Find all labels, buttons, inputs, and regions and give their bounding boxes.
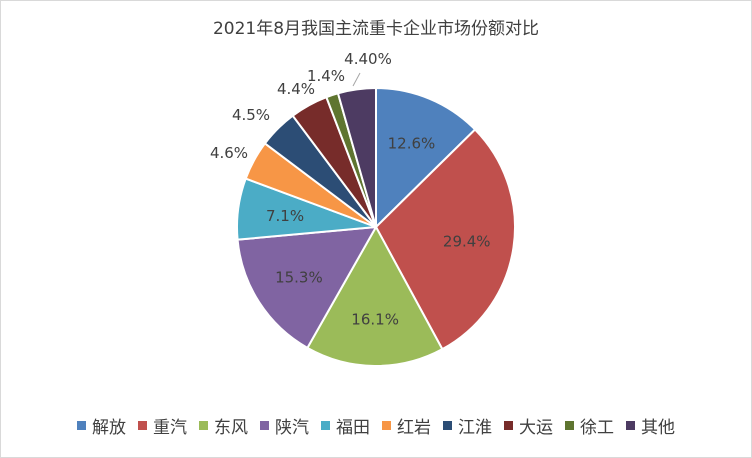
legend-label: 福田: [336, 418, 370, 438]
leader-line: [352, 72, 361, 87]
data-label: 16.1%: [351, 311, 399, 329]
legend-item: 解放: [77, 413, 126, 438]
legend-label: 徐工: [580, 418, 614, 438]
legend-swatch: [626, 421, 635, 430]
pie-slice: [375, 86, 477, 230]
legend-label: 重汽: [153, 418, 187, 438]
legend-item: 其他: [626, 413, 675, 438]
data-label: 4.40%: [344, 50, 392, 68]
data-label: 15.3%: [275, 269, 323, 287]
legend-item: 江淮: [443, 413, 492, 438]
legend-swatch: [321, 421, 330, 430]
pie-slice: [306, 224, 444, 367]
legend-label: 江淮: [458, 418, 492, 438]
legend-label: 解放: [92, 418, 126, 438]
legend-item: 徐工: [565, 413, 614, 438]
data-label: 7.1%: [266, 207, 304, 225]
pie-slice: [374, 128, 516, 351]
data-label: 4.6%: [210, 144, 248, 162]
data-label: 4.4%: [277, 80, 315, 98]
data-label: 1.4%: [307, 67, 345, 85]
pie-slice: [236, 225, 378, 350]
legend-swatch: [77, 421, 86, 430]
chart-title: 2021年8月我国主流重卡企业市场份额对比: [212, 19, 540, 39]
legend-label: 红岩: [397, 418, 431, 438]
legend-label: 其他: [641, 418, 675, 438]
legend-swatch: [138, 421, 147, 430]
legend-item: 红岩: [382, 413, 431, 438]
legend-item: 重汽: [138, 413, 187, 438]
legend-item: 陕汽: [260, 413, 309, 438]
legend-swatch: [260, 421, 269, 430]
legend-label: 大运: [519, 418, 553, 438]
pie-slice: [336, 86, 377, 228]
legend-swatch: [443, 421, 452, 430]
legend-label: 陕汽: [275, 418, 309, 438]
legend-swatch: [382, 421, 391, 430]
data-label: 29.4%: [443, 233, 491, 251]
legend-swatch: [199, 421, 208, 430]
chart-legend: 解放 重汽 东风 陕汽 福田 红岩 江淮 大运 徐工 其他: [0, 413, 752, 438]
legend-item: 大运: [504, 413, 553, 438]
legend-item: 东风: [199, 413, 248, 438]
legend-swatch: [504, 421, 513, 430]
legend-swatch: [565, 421, 574, 430]
legend-item: 福田: [321, 413, 370, 438]
data-label: 12.6%: [388, 134, 436, 152]
data-label: 4.5%: [232, 106, 270, 124]
legend-label: 东风: [214, 418, 248, 438]
